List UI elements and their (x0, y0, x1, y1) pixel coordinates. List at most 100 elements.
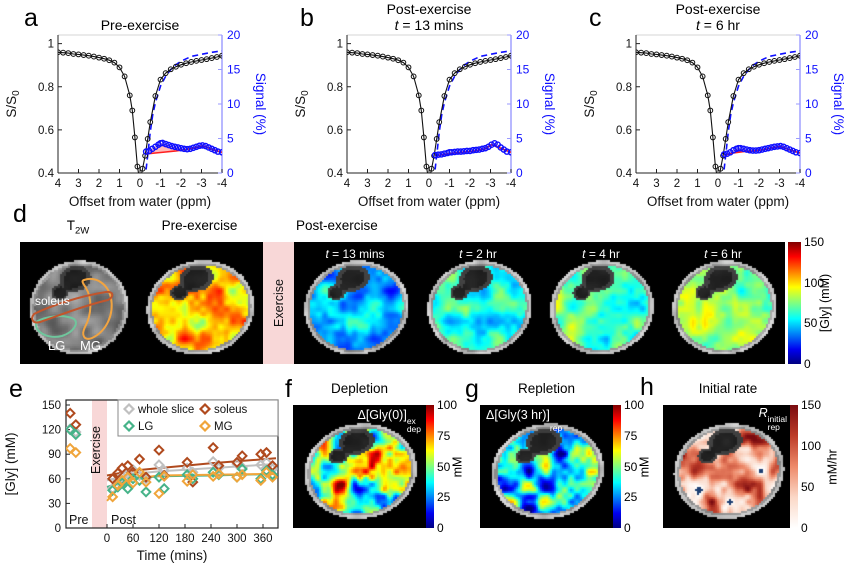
timepoint-label: t = 13 mins (325, 247, 385, 261)
svg-text:120: 120 (42, 425, 61, 437)
svg-text:0.6: 0.6 (38, 125, 54, 137)
svg-text:0.6: 0.6 (327, 125, 343, 137)
colorbar-tick: 100 (624, 398, 645, 412)
svg-text:Exercise: Exercise (89, 426, 103, 474)
colorbar-tick: 100 (801, 439, 822, 453)
svg-text:5: 5 (516, 132, 523, 146)
svg-text:-4: -4 (795, 178, 806, 190)
svg-text:60: 60 (48, 474, 61, 486)
zspectrum-svg-c: 4 3 2 1 0 -1 -2 -3 -40.40.60.8105101520Post-exer… (582, 1, 846, 209)
svg-text:0.4: 0.4 (327, 168, 344, 180)
svg-text:Post: Post (111, 513, 137, 527)
panel-letter-f: f (285, 375, 292, 403)
svg-text:4: 4 (633, 178, 640, 190)
svg-text:Offset from water (ppm): Offset from water (ppm) (647, 194, 789, 209)
svg-text:Pre-exercise: Pre-exercise (101, 17, 180, 33)
colorbar-tick: 0 (801, 521, 808, 535)
svg-text:3: 3 (75, 178, 81, 190)
colorbar-initial-rate-label: mM/hr (826, 448, 841, 485)
colorbar-tick: 0 (804, 357, 811, 371)
svg-text:soleus: soleus (214, 404, 247, 416)
colorbar-tick: 50 (624, 459, 638, 474)
panel-letter-g: g (465, 375, 479, 403)
svg-text:20: 20 (227, 28, 241, 42)
svg-text:-2: -2 (465, 178, 475, 190)
colorbar-depletion (426, 405, 434, 528)
svg-text:Post-exercise: Post-exercise (676, 1, 761, 17)
svg-text:300: 300 (227, 533, 246, 545)
svg-text:1: 1 (626, 39, 632, 51)
svg-text:t = 13 mins: t = 13 mins (395, 17, 464, 33)
svg-text:-4: -4 (506, 178, 517, 190)
panel-letter-h: h (640, 373, 654, 401)
svg-text:0: 0 (104, 533, 110, 545)
gly-map-t4hr (540, 242, 662, 364)
roi-lg (35, 315, 77, 338)
pre-exercise-label: Pre-exercise (161, 218, 238, 233)
svg-text:0: 0 (137, 178, 143, 190)
panel-f-title: Depletion (330, 381, 389, 396)
colorbar-tick: 150 (801, 398, 822, 412)
svg-text:0.6: 0.6 (616, 125, 632, 137)
svg-text:1: 1 (48, 39, 54, 51)
post-exercise-label: Post-exercise (296, 218, 378, 233)
svg-text:Post-exercise: Post-exercise (387, 1, 472, 17)
panel-h-title: Initial rate (698, 381, 758, 396)
exercise-band-d: Exercise (263, 242, 294, 364)
svg-text:0: 0 (426, 178, 432, 190)
svg-text:0: 0 (55, 523, 61, 535)
svg-text:0: 0 (715, 178, 721, 190)
svg-text:2: 2 (96, 178, 102, 190)
svg-text:-1: -1 (733, 178, 743, 190)
colorbar-tick: 100 (437, 398, 458, 412)
svg-text:1: 1 (116, 178, 122, 190)
svg-text:20: 20 (805, 28, 819, 42)
svg-text:3: 3 (364, 178, 370, 190)
svg-text:5: 5 (805, 132, 812, 146)
zspectrum-panel-c: 4 3 2 1 0 -1 -2 -3 -4 0.4 0.6 0.8 1 0 5 10 15 20 Post-exer… (578, 0, 865, 212)
colorbar-tick: 25 (437, 490, 451, 505)
svg-text:1: 1 (694, 178, 700, 190)
svg-text:4: 4 (344, 178, 351, 190)
repletion-annotation: Δ[Gly(3 hr)] rep (486, 408, 563, 433)
panel-letter-e: e (9, 375, 23, 403)
t2w-image (20, 242, 136, 364)
svg-text:-3: -3 (196, 178, 206, 190)
colorbar-tick: 50 (801, 480, 815, 494)
svg-text:3: 3 (653, 178, 659, 190)
depletion-map (293, 405, 426, 528)
zspectrum-svg-a: 4 3 2 1 0 -1 -2 -3 -40.40.60.8105101520Pre-exerc… (4, 17, 268, 209)
roi-mg (81, 278, 113, 340)
svg-text:240: 240 (201, 533, 220, 545)
svg-text:MG: MG (214, 421, 233, 433)
zspectrum-panel-b: 4 3 2 1 0 -1 -2 -3 -4 0.4 0.6 0.8 1 0 5 10 15 20 Post-exer… (289, 0, 577, 212)
svg-text:0: 0 (805, 166, 812, 180)
gly-time-svg: Exercise 0 30 60 90 120 150 0 60 120 180 240 300 360 T… (3, 399, 279, 563)
svg-text:soleus: soleus (35, 294, 70, 308)
svg-text:Time (mins): Time (mins) (137, 548, 208, 563)
gly-map-pre-exercise (136, 242, 263, 364)
svg-text:-1: -1 (155, 178, 165, 190)
svg-text:-3: -3 (485, 178, 495, 190)
panel-letter-b: b (300, 4, 314, 32)
svg-text:S/S0: S/S0 (582, 90, 600, 118)
colorbar-tick: 50 (437, 459, 451, 474)
panel-letter-d: d (13, 200, 27, 228)
svg-text:Offset from water (ppm): Offset from water (ppm) (358, 194, 500, 209)
svg-text:-1: -1 (444, 178, 454, 190)
svg-text:0: 0 (227, 166, 234, 180)
svg-text:10: 10 (516, 97, 530, 111)
colorbar-gly-label: [Gly] (mM) (818, 273, 833, 333)
gly-time-plot: Exercise 0 30 60 90 120 150 0 60 120 180 240 300 360 T… (0, 376, 292, 568)
exercise-band-d-label: Exercise (271, 279, 286, 327)
svg-text:S/S0: S/S0 (4, 90, 22, 118)
gly-map-t6hr (662, 242, 785, 364)
panel-letter-a: a (24, 4, 38, 32)
svg-text:-4: -4 (217, 178, 228, 190)
roi-soleus (31, 290, 114, 324)
svg-text:4: 4 (55, 178, 62, 190)
svg-text:Pre: Pre (69, 513, 89, 527)
svg-text:60: 60 (127, 533, 140, 545)
